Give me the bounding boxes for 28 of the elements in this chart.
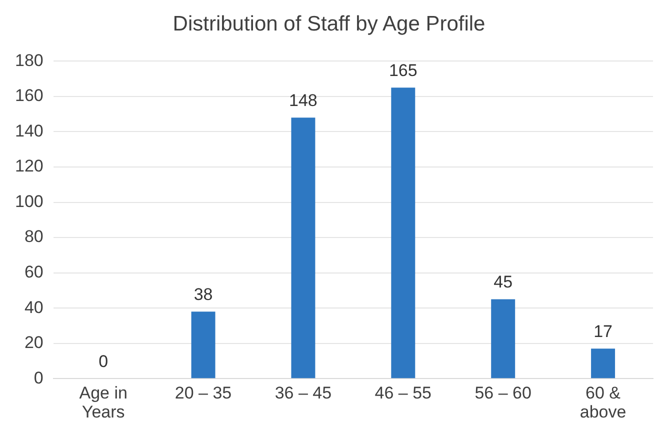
y-tick-label: 100 (14, 192, 44, 211)
x-tick-label: Age in Years (79, 384, 128, 422)
bar (491, 299, 516, 378)
bar (391, 88, 416, 378)
data-label: 0 (98, 352, 108, 371)
x-tick-label: 60 & above (580, 384, 626, 422)
y-tick-label: 20 (24, 333, 44, 352)
data-label: 165 (388, 60, 418, 80)
x-tick-label: 36 – 45 (274, 384, 332, 403)
y-tick-label: 0 (34, 368, 44, 388)
data-label: 45 (494, 272, 513, 292)
x-tick-label: 46 – 55 (374, 384, 432, 403)
y-tick-label: 160 (14, 86, 44, 106)
bar (591, 348, 616, 378)
data-label: 38 (194, 284, 213, 304)
y-tick-label: 140 (14, 121, 44, 140)
bar (291, 118, 316, 378)
y-tick-label: 40 (24, 298, 44, 317)
bar (191, 312, 216, 378)
chart-title: Distribution of Staff by Age Profile (172, 12, 486, 36)
y-tick-label: 80 (24, 227, 44, 246)
y-tick-label: 60 (24, 262, 44, 282)
x-tick-label: 56 – 60 (474, 384, 532, 403)
x-tick-label: 20 – 35 (174, 384, 232, 403)
data-label: 148 (289, 90, 318, 110)
data-label: 17 (594, 322, 612, 341)
y-tick-label: 120 (14, 156, 44, 176)
y-tick-label: 180 (14, 50, 44, 70)
